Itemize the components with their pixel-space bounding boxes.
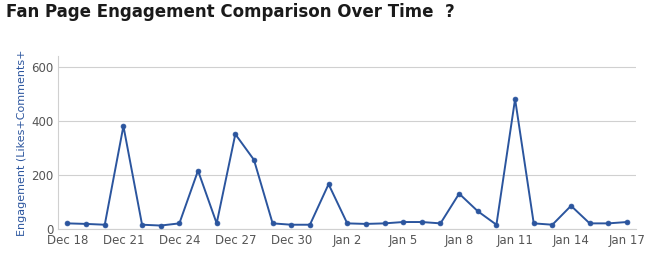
- Text: Fan Page Engagement Comparison Over Time  ?: Fan Page Engagement Comparison Over Time…: [6, 3, 455, 21]
- Y-axis label: Engagement (Likes+Comments+: Engagement (Likes+Comments+: [17, 49, 27, 235]
